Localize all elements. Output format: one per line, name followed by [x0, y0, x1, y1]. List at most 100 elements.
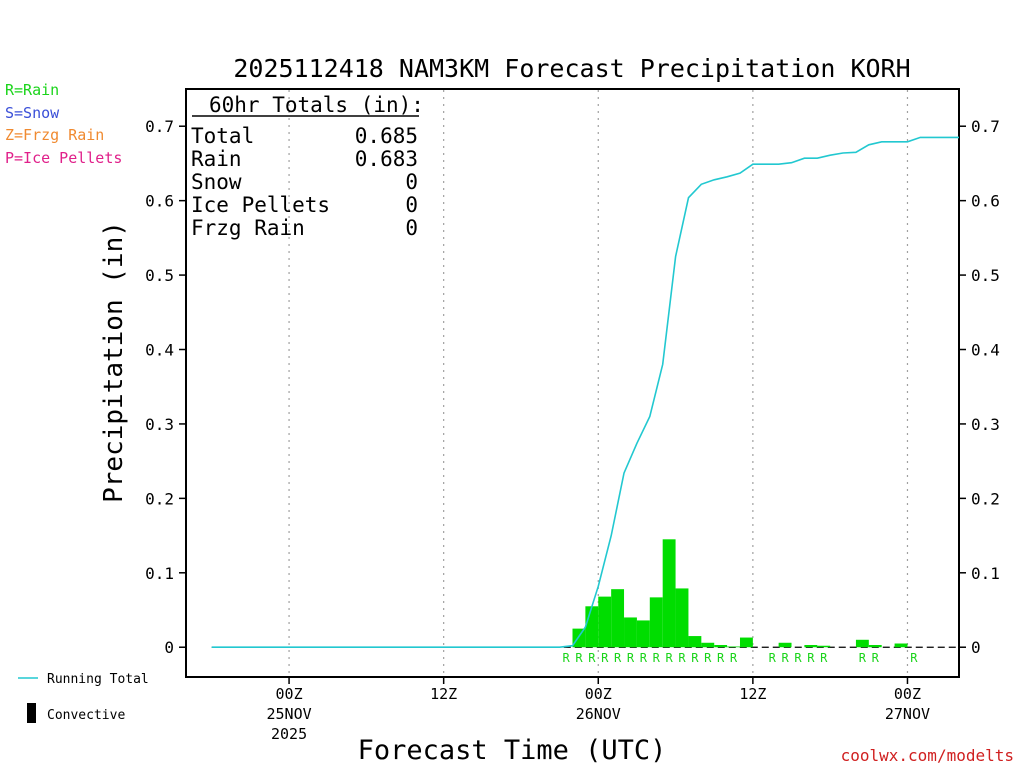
y-axis-label: Precipitation (in) [99, 221, 129, 503]
precip-bar [636, 620, 650, 648]
ptype-marker: R [910, 651, 918, 665]
totals-row-value: 0 [405, 193, 418, 217]
x-tick-date: 27NOV [885, 705, 930, 723]
x-tick-label: 12Z [739, 685, 766, 703]
y-tick-label-right: 0.6 [971, 192, 1000, 211]
precip-bar [649, 597, 663, 648]
precip-bar [739, 637, 753, 648]
y-tick-label-left: 0.4 [145, 341, 174, 360]
ptype-marker: R [627, 651, 635, 665]
totals-row-label: Snow [191, 170, 242, 194]
ptype-marker: R [769, 651, 777, 665]
legend-ice-pellets: P=Ice Pellets [5, 149, 122, 167]
credit-text: coolwx.com/modelts [841, 746, 1014, 765]
precip-bar [778, 642, 792, 648]
totals-row-label: Rain [191, 147, 242, 171]
ptype-marker: R [640, 651, 648, 665]
precip-bar [894, 643, 908, 648]
legend-rain: R=Rain [5, 81, 59, 99]
totals-row-value: 0.683 [355, 147, 418, 171]
ptype-marker: R [614, 651, 622, 665]
ptype-marker: R [653, 651, 661, 665]
ptype-marker: R [781, 651, 789, 665]
precip-bar [804, 644, 818, 648]
x-tick-date: 25NOV [266, 705, 311, 723]
ptype-marker: R [666, 651, 674, 665]
x-tick-year: 2025 [271, 725, 307, 743]
x-tick-label: 00Z [276, 685, 303, 703]
running-total-series [211, 136, 959, 649]
ptype-marker: R [691, 651, 699, 665]
precip-bar [585, 606, 599, 648]
running-total-legend-label: Running Total [47, 672, 149, 687]
precip-bar [817, 645, 831, 648]
y-tick-label-left: 0 [164, 638, 174, 657]
precip-bar [688, 636, 702, 648]
ptype-marker: R [794, 651, 802, 665]
precip-bar [611, 589, 625, 648]
convective-legend-swatch [27, 703, 36, 723]
x-tick-label: 00Z [894, 685, 921, 703]
precip-bar [572, 628, 586, 648]
convective-legend-label: Convective [47, 708, 125, 723]
ptype-marker: R [588, 651, 596, 665]
totals-row-value: 0 [405, 216, 418, 240]
y-tick-label-right: 0.2 [971, 489, 1000, 508]
precip-bar [701, 642, 715, 648]
ptype-marker: R [820, 651, 828, 665]
y-tick-label-right: 0.4 [971, 341, 1000, 360]
ptype-legend: R=Rain S=Snow Z=Frzg Rain P=Ice Pellets [5, 81, 122, 167]
precip-bar [714, 644, 728, 648]
ptype-marker: R [807, 651, 815, 665]
y-tick-label-right: 0 [971, 638, 981, 657]
plot-frame [185, 88, 960, 678]
totals-header: 60hr Totals (in): [209, 93, 424, 117]
grid-lines [211, 90, 959, 676]
x-axis-label: Forecast Time (UTC) [358, 735, 667, 766]
precip-bar [675, 588, 689, 648]
y-tick-label-left: 0.6 [145, 192, 174, 211]
bottom-legend: Running Total Convective [18, 672, 149, 723]
totals-row-value: 0 [405, 170, 418, 194]
ptype-marker: R [601, 651, 609, 665]
y-tick-label-left: 0.3 [145, 415, 174, 434]
legend-frzg-rain: Z=Frzg Rain [5, 126, 104, 144]
totals-row-label: Frzg Rain [191, 216, 305, 240]
chart-title: 2025112418 NAM3KM Forecast Precipitation… [233, 54, 910, 83]
x-tick-date: 26NOV [576, 705, 621, 723]
y-tick-label-left: 0.5 [145, 266, 174, 285]
hourly-bars [572, 539, 908, 648]
precip-bar [662, 539, 676, 648]
totals-box: 60hr Totals (in): Total 0.685 Rain 0.683 Sno… [191, 93, 424, 240]
totals-row-value: 0.685 [355, 124, 418, 148]
y-tick-label-right: 0.3 [971, 415, 1000, 434]
precip-bar [624, 617, 637, 648]
ptype-marker: R [678, 651, 686, 665]
ptype-marker: R [704, 651, 712, 665]
precip-bar [855, 639, 869, 648]
running-total-line [211, 136, 959, 649]
ptype-marker: R [730, 651, 738, 665]
legend-snow: S=Snow [5, 104, 60, 122]
ptype-marker: R [575, 651, 583, 665]
y-tick-label-right: 0.5 [971, 266, 1000, 285]
totals-row-label: Ice Pellets [191, 193, 330, 217]
precip-bar [868, 644, 882, 648]
precip-bar [727, 646, 740, 648]
y-tick-label-left: 0.2 [145, 489, 174, 508]
totals-row-label: Total [191, 124, 254, 148]
x-tick-label: 00Z [585, 685, 612, 703]
y-tick-label-left: 0.1 [145, 564, 174, 583]
ptype-marker: R [562, 651, 570, 665]
ptype-marker: R [859, 651, 867, 665]
ptype-marker: R [717, 651, 725, 665]
y-tick-label-right: 0.1 [971, 564, 1000, 583]
ptype-marker: R [872, 651, 880, 665]
x-tick-label: 12Z [430, 685, 457, 703]
y-tick-label-left: 0.7 [145, 117, 174, 136]
y-tick-label-right: 0.7 [971, 117, 1000, 136]
precip-bar [598, 596, 612, 648]
